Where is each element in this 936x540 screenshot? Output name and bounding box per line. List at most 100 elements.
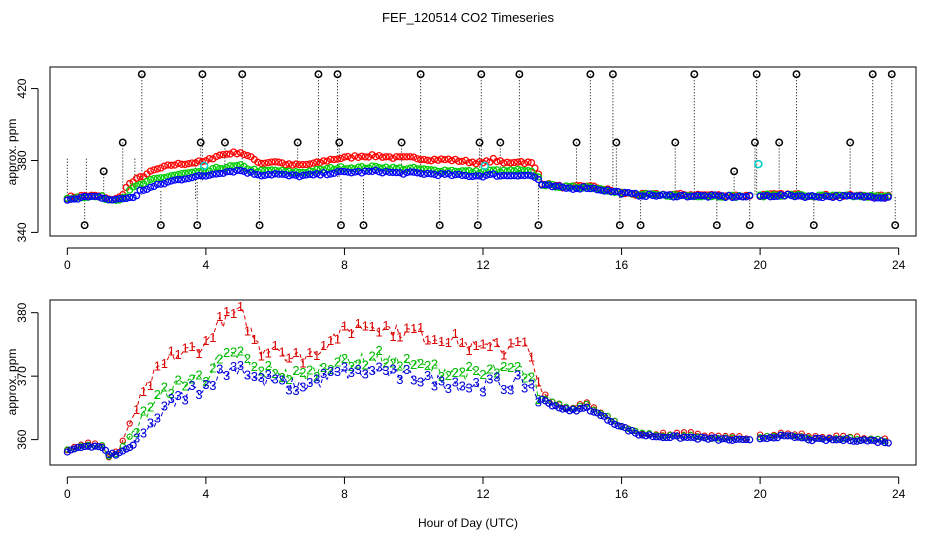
data-point (292, 160, 300, 168)
data-point (524, 171, 532, 179)
data-point (787, 191, 795, 200)
data-point (188, 159, 196, 167)
data-point (177, 160, 186, 168)
data-point (832, 436, 840, 444)
data-point (701, 192, 709, 200)
x-tick-label: 24 (892, 258, 906, 272)
series-label-point: 3 (320, 366, 327, 381)
panel-1-x-axis: 0 4 8 12 16 20 24 (64, 247, 906, 272)
series-label-point: 1 (382, 318, 389, 333)
data-point (867, 193, 875, 201)
data-point (853, 192, 861, 200)
series-label-point: 2 (334, 354, 341, 369)
y-tick-label: 380 (15, 150, 29, 170)
data-point (507, 159, 515, 167)
data-point (368, 167, 376, 176)
panel-2-x-axis: 0 4 8 12 16 20 24 (64, 476, 906, 501)
data-point (635, 431, 643, 439)
data-point (638, 431, 646, 439)
series-label-point: 3 (188, 378, 195, 393)
data-point (687, 433, 695, 441)
series-label-point: 1 (410, 321, 417, 336)
data-point (80, 192, 89, 201)
data-point (770, 192, 778, 201)
data-point (777, 191, 785, 199)
series-label-point: 3 (396, 372, 403, 387)
data-point (465, 172, 473, 181)
high-marker (690, 70, 699, 79)
data-point (756, 192, 764, 200)
series-label-point: 1 (445, 335, 452, 350)
series-label-point: 2 (230, 345, 237, 360)
data-point (482, 171, 491, 179)
data-point (150, 174, 158, 183)
data-point (510, 158, 518, 167)
data-point (434, 156, 442, 164)
series-label-point: 3 (466, 380, 473, 395)
data-point (375, 168, 383, 176)
data-point (216, 164, 224, 173)
series-label-point: 3 (417, 375, 424, 390)
series-label-point: 2 (181, 379, 188, 394)
high-marker (477, 70, 486, 79)
data-point (784, 432, 792, 440)
data-point (524, 167, 532, 175)
x-tick-label: 20 (753, 487, 767, 501)
data-point (787, 432, 795, 440)
data-point (423, 169, 432, 178)
data-point (416, 156, 425, 164)
series-label-point: 1 (175, 347, 182, 362)
data-point (233, 161, 241, 170)
data-point (351, 152, 359, 160)
data-point (856, 436, 865, 445)
data-point (299, 160, 307, 169)
data-point (656, 433, 664, 441)
panel-2-y-axis: 360 370 380 (15, 302, 39, 450)
flag-marker (754, 159, 763, 169)
data-point (274, 170, 283, 178)
data-point (129, 183, 137, 191)
data-point (555, 404, 563, 412)
data-point (413, 155, 421, 163)
data-point (268, 171, 276, 179)
data-point (818, 435, 827, 443)
data-point (354, 163, 362, 171)
data-point (718, 435, 726, 443)
data-point (520, 167, 529, 175)
data-point (659, 191, 667, 199)
data-point (500, 171, 508, 180)
series-label-point: 1 (403, 321, 410, 336)
series-label-point: 1 (285, 351, 292, 366)
data-point (323, 171, 331, 179)
data-point (545, 181, 553, 189)
series-label-point: 2 (348, 359, 355, 374)
data-point (517, 158, 525, 166)
low-marker (435, 221, 444, 230)
data-point (146, 175, 155, 184)
data-point (285, 160, 293, 168)
data-point (697, 433, 705, 441)
series-label-point: 1 (292, 345, 299, 360)
data-point (171, 161, 179, 169)
data-point (455, 157, 463, 165)
data-point (219, 169, 227, 177)
series-label-point: 3 (265, 367, 272, 382)
data-point (264, 158, 272, 167)
series-label-point: 1 (514, 334, 521, 349)
series-label-point: 3 (251, 369, 258, 384)
high-marker (515, 70, 524, 79)
data-point (174, 175, 182, 184)
data-point (292, 171, 300, 179)
data-point (708, 434, 716, 442)
flag-marker (480, 161, 489, 171)
series-label-point: 2 (195, 367, 202, 382)
data-point (652, 433, 660, 441)
data-point (392, 153, 401, 161)
data-point (132, 182, 141, 190)
series-label-point: 3 (382, 363, 389, 378)
y-tick-label: 380 (15, 302, 29, 322)
data-point (503, 172, 511, 180)
data-point (475, 172, 484, 180)
data-point (538, 395, 546, 403)
high-marker (752, 70, 761, 79)
